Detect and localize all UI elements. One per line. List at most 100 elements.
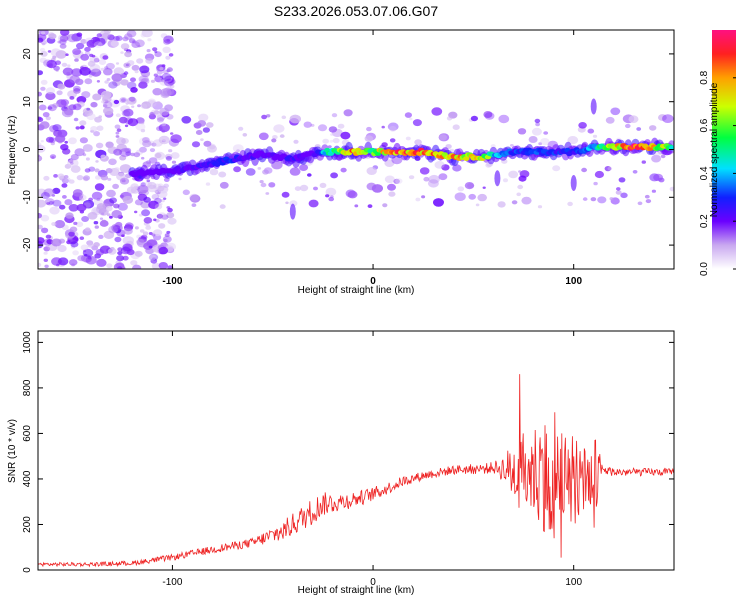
noise-blob	[60, 30, 70, 36]
noise-blob	[64, 177, 71, 183]
noise-blob	[207, 145, 217, 153]
noise-blob	[517, 128, 527, 135]
noise-blob	[649, 125, 657, 131]
noise-blob	[111, 73, 123, 82]
noise-blob	[200, 138, 204, 142]
noise-blob	[388, 191, 396, 197]
noise-blob	[81, 91, 91, 99]
noise-blob	[105, 62, 115, 70]
noise-blob	[51, 238, 62, 247]
noise-blob	[44, 264, 49, 268]
noise-blob	[51, 257, 62, 266]
noise-blob	[637, 201, 643, 206]
noise-blob	[329, 139, 334, 143]
noise-blob	[72, 189, 83, 197]
noise-blob	[84, 168, 91, 173]
noise-blob	[147, 184, 157, 193]
snr-plot-area	[38, 331, 674, 570]
noise-blob	[75, 126, 80, 130]
noise-blob	[124, 51, 132, 58]
noise-blob	[91, 191, 103, 200]
noise-blob	[120, 51, 124, 54]
noise-blob	[51, 222, 57, 226]
noise-blob	[140, 200, 151, 209]
noise-blob	[148, 157, 158, 164]
noise-blob	[40, 86, 46, 91]
noise-blob	[164, 187, 169, 191]
noise-blob	[110, 40, 120, 47]
noise-blob	[294, 186, 301, 192]
noise-blob	[158, 246, 169, 255]
noise-blob	[70, 241, 79, 248]
noise-blob	[367, 204, 373, 209]
noise-blob	[414, 139, 422, 146]
noise-blob	[146, 224, 151, 227]
noise-blob	[101, 219, 107, 223]
noise-blob	[62, 195, 67, 199]
noise-blob	[325, 187, 337, 197]
noise-blob	[114, 124, 121, 129]
noise-blob	[106, 78, 111, 81]
noise-blob	[49, 206, 60, 215]
noise-blob	[116, 137, 126, 145]
noise-blob	[130, 260, 138, 266]
snr-y-label: SNR (10 * v/v)	[7, 419, 18, 483]
noise-blob	[45, 136, 54, 143]
noise-blob	[159, 202, 163, 206]
noise-blob	[382, 203, 388, 208]
noise-blob	[470, 115, 478, 122]
noise-blob	[104, 199, 111, 205]
noise-blob	[389, 125, 397, 132]
noise-blob	[205, 182, 211, 186]
noise-blob	[141, 78, 150, 85]
noise-blob	[95, 160, 99, 163]
noise-blob	[119, 97, 128, 104]
noise-blob	[101, 100, 106, 104]
noise-blob	[43, 251, 48, 255]
noise-blob	[164, 233, 170, 238]
noise-blob	[130, 87, 138, 93]
noise-blob	[96, 125, 104, 131]
noise-blob	[138, 81, 148, 89]
noise-blob	[651, 189, 657, 193]
noise-blob	[289, 114, 301, 124]
noise-blob	[140, 121, 145, 125]
noise-blob	[151, 233, 156, 237]
noise-blob	[273, 124, 285, 133]
noise-blob	[126, 30, 137, 38]
noise-blob	[169, 84, 175, 89]
noise-blob	[124, 124, 129, 128]
noise-blob	[161, 73, 172, 82]
noise-blob	[62, 67, 74, 76]
noise-blob	[39, 121, 50, 129]
noise-blob	[45, 87, 56, 95]
noise-blob	[113, 36, 120, 41]
noise-blob	[389, 138, 396, 143]
noise-blob	[137, 104, 141, 108]
noise-blob	[618, 177, 626, 183]
noise-blob	[238, 126, 244, 131]
noise-blob	[170, 134, 182, 144]
snr-x-ticks: -100 0 100	[162, 331, 582, 588]
noise-blob	[113, 203, 120, 209]
noise-blob	[162, 46, 171, 53]
noise-blob	[42, 112, 50, 118]
noise-blob	[340, 131, 351, 140]
noise-blob	[116, 128, 122, 132]
noise-blob	[354, 204, 359, 208]
y-tick-label: -20	[22, 237, 33, 252]
noise-blob	[57, 40, 62, 44]
noise-blob	[140, 128, 146, 133]
x-tick-label: -100	[162, 276, 182, 287]
noise-blob	[166, 230, 171, 234]
noise-blob	[115, 113, 121, 118]
noise-blob	[38, 237, 45, 244]
noise-blob	[96, 33, 103, 38]
noise-blob	[540, 138, 550, 146]
noise-blob	[517, 184, 524, 190]
noise-blob	[232, 144, 244, 153]
noise-blob	[38, 142, 42, 147]
noise-blob	[43, 175, 50, 181]
colorbar-label: Normalized spectral amplitude	[709, 82, 720, 217]
noise-blob	[119, 155, 127, 161]
